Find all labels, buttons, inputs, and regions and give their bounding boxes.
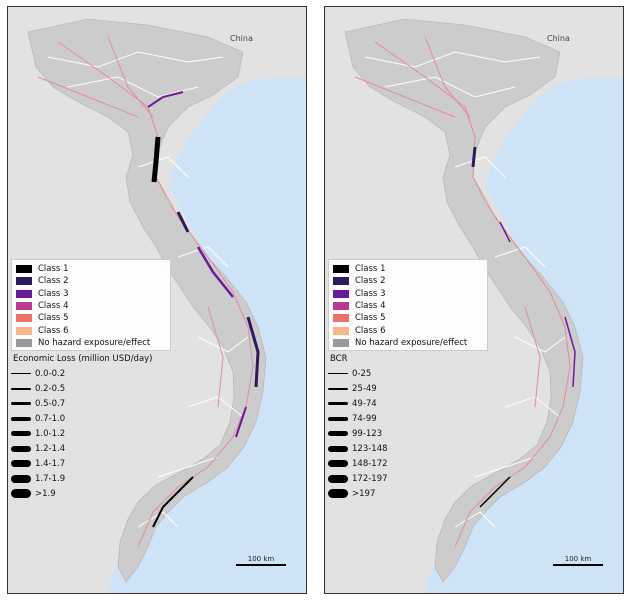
- width-legend-item: 1.4-1.7: [11, 456, 171, 471]
- width-legend-item: 0.0-0.2: [11, 366, 171, 381]
- width-legend-item: >197: [328, 486, 488, 501]
- width-legend-item: 1.2-1.4: [11, 441, 171, 456]
- width-legend-item: 0.7-1.0: [11, 411, 171, 426]
- width-legend-item: 49-74: [328, 396, 488, 411]
- legend-item-class-1: Class 1: [16, 263, 166, 275]
- swatch: [16, 326, 32, 335]
- legend-item-class-2: Class 2: [333, 275, 483, 287]
- china-label: China: [230, 34, 253, 43]
- width-legend-title: Economic Loss (million USD/day): [13, 354, 153, 364]
- class-legend: Class 1 Class 2 Class 3 Class 4 Class 5 …: [11, 259, 171, 351]
- legend-item-class-2: Class 2: [16, 275, 166, 287]
- swatch: [333, 302, 349, 311]
- swatch: [16, 338, 32, 347]
- legend-item-class-1: Class 1: [333, 263, 483, 275]
- legend-item-class-4: Class 4: [333, 300, 483, 312]
- legend-item-class-6: Class 6: [333, 324, 483, 336]
- swatch: [16, 302, 32, 311]
- swatch: [16, 277, 32, 286]
- width-legend-item: >1.9: [11, 486, 171, 501]
- legend-item-no-hazard: No hazard exposure/effect: [333, 337, 483, 349]
- width-legend-item: 99-123: [328, 426, 488, 441]
- class-legend: Class 1 Class 2 Class 3 Class 4 Class 5 …: [328, 259, 488, 351]
- swatch: [16, 314, 32, 323]
- legend-item-class-5: Class 5: [333, 312, 483, 324]
- swatch: [333, 265, 349, 274]
- swatch: [333, 326, 349, 335]
- exposed-segments: [471, 146, 576, 508]
- scale-bar: 100 km: [553, 555, 603, 566]
- legend-item-class-4: Class 4: [16, 300, 166, 312]
- width-legend-item: 1.0-1.2: [11, 426, 171, 441]
- width-legend-item: 0-25: [328, 366, 488, 381]
- legend-item-class-6: Class 6: [16, 324, 166, 336]
- swatch: [16, 265, 32, 274]
- china-label: China: [547, 34, 570, 43]
- swatch: [333, 289, 349, 298]
- width-legend-item: 123-148: [328, 441, 488, 456]
- width-legend: BCR 0-25 25-49 49-74 74-99 99-123 123-14…: [328, 352, 488, 501]
- minor-roads: [364, 51, 566, 528]
- legend-item-class-3: Class 3: [16, 288, 166, 300]
- width-legend: Economic Loss (million USD/day) 0.0-0.2 …: [11, 352, 171, 501]
- width-legend-title: BCR: [330, 354, 348, 364]
- legend-item-no-hazard: No hazard exposure/effect: [16, 337, 166, 349]
- legend-item-class-5: Class 5: [16, 312, 166, 324]
- swatch: [16, 289, 32, 298]
- width-legend-item: 0.5-0.7: [11, 396, 171, 411]
- map-panel-economic-loss: China Class 1 Class 2 Class 3 Class 4 Cl…: [7, 6, 307, 594]
- scale-bar: 100 km: [236, 555, 286, 566]
- swatch: [333, 314, 349, 323]
- swatch: [333, 338, 349, 347]
- width-legend-item: 0.2-0.5: [11, 381, 171, 396]
- exposed-segments: [147, 91, 260, 528]
- width-legend-item: 148-172: [328, 456, 488, 471]
- swatch: [333, 277, 349, 286]
- minor-roads: [47, 51, 249, 528]
- width-legend-item: 172-197: [328, 471, 488, 486]
- width-legend-item: 1.7-1.9: [11, 471, 171, 486]
- width-legend-item: 25-49: [328, 381, 488, 396]
- width-legend-item: 74-99: [328, 411, 488, 426]
- map-panel-bcr: China Class 1 Class 2 Class 3 Class 4 Cl…: [324, 6, 624, 594]
- legend-item-class-3: Class 3: [333, 288, 483, 300]
